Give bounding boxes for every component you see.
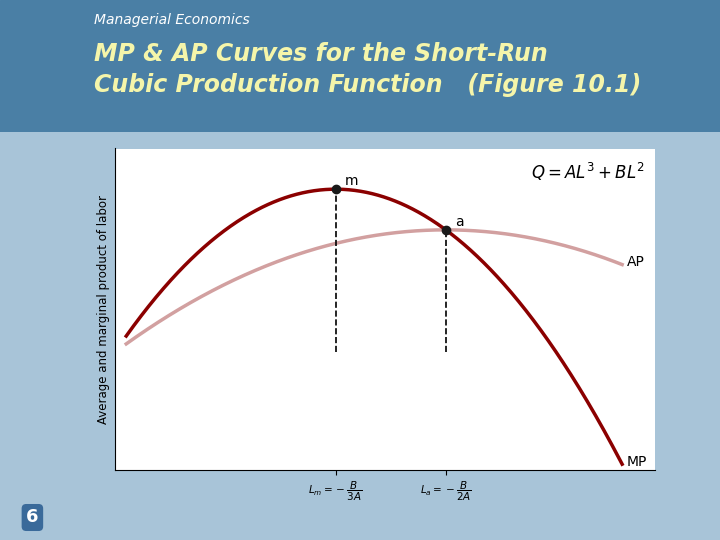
Text: $Q = AL^3 + BL^2$: $Q = AL^3 + BL^2$ <box>531 161 644 184</box>
Y-axis label: Average and marginal product of labor: Average and marginal product of labor <box>96 194 109 424</box>
Text: MP: MP <box>626 455 647 469</box>
Text: m: m <box>344 174 358 188</box>
Text: MP & AP Curves for the Short-Run
Cubic Production Function   (Figure 10.1): MP & AP Curves for the Short-Run Cubic P… <box>94 42 641 97</box>
Text: AP: AP <box>626 255 644 269</box>
Text: Managerial Economics: Managerial Economics <box>94 13 249 27</box>
Text: a: a <box>454 215 463 230</box>
Text: 6: 6 <box>26 509 39 526</box>
